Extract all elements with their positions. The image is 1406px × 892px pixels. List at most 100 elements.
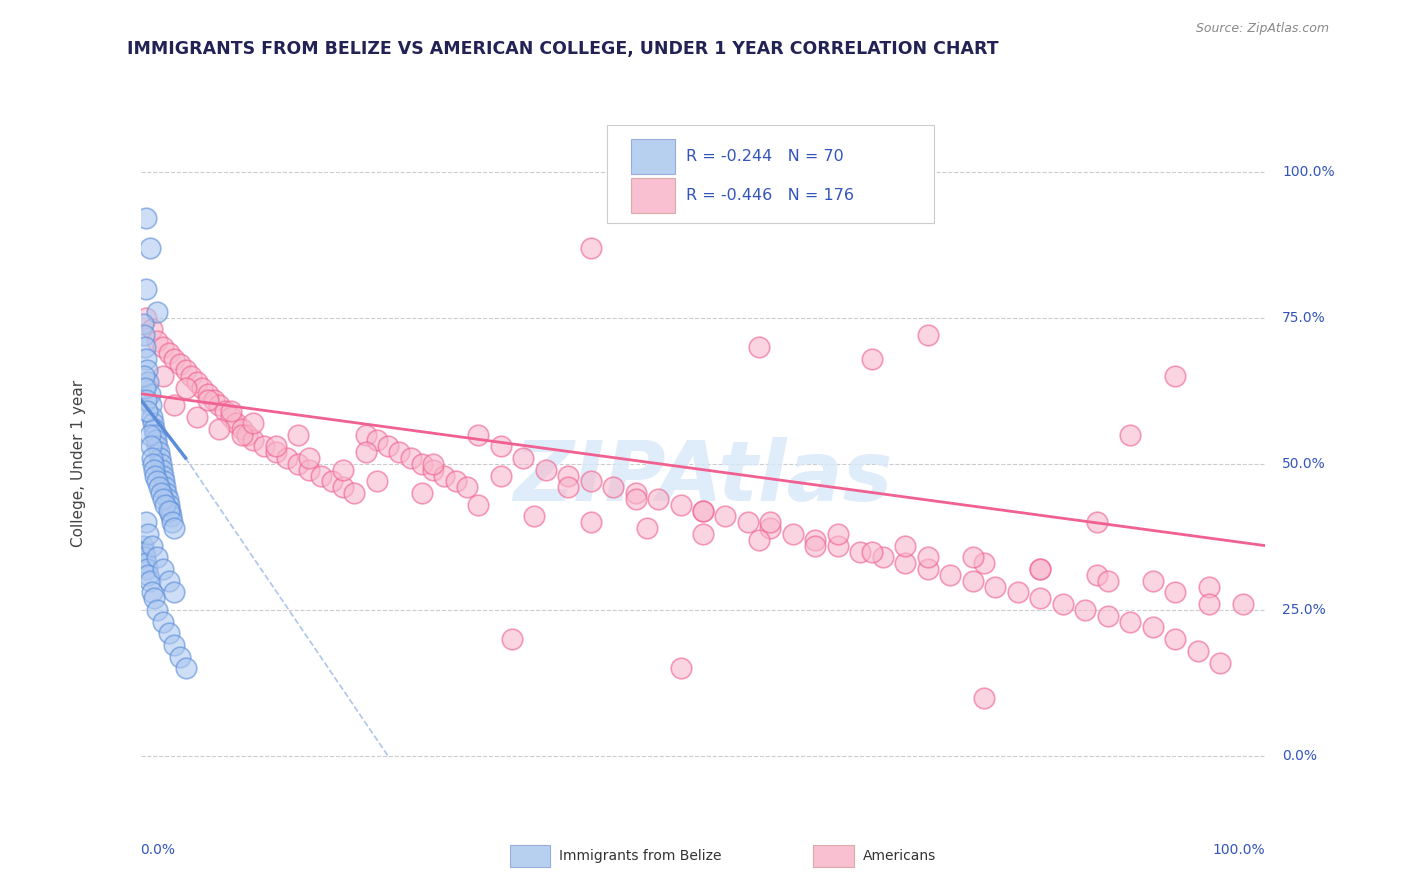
Point	[782, 527, 804, 541]
Point	[153, 475, 176, 489]
Point	[138, 574, 160, 588]
Point	[174, 363, 197, 377]
Point	[489, 468, 512, 483]
Point	[962, 574, 984, 588]
Point	[1007, 585, 1029, 599]
Point	[143, 427, 166, 442]
Point	[1232, 597, 1254, 611]
Text: Source: ZipAtlas.com: Source: ZipAtlas.com	[1195, 22, 1329, 36]
Point	[138, 567, 160, 582]
Point	[298, 450, 321, 465]
Point	[467, 498, 489, 512]
Point	[433, 468, 456, 483]
Point	[321, 475, 343, 489]
Point	[714, 509, 737, 524]
Point	[973, 690, 995, 705]
Point	[146, 305, 169, 319]
Point	[501, 632, 523, 647]
Point	[624, 486, 647, 500]
Point	[169, 649, 191, 664]
Point	[139, 439, 162, 453]
Point	[366, 475, 388, 489]
Point	[1198, 580, 1220, 594]
Point	[467, 427, 489, 442]
Point	[354, 427, 377, 442]
Point	[136, 363, 159, 377]
Point	[962, 550, 984, 565]
Point	[149, 450, 172, 465]
Point	[377, 439, 399, 453]
Point	[894, 556, 917, 570]
Text: ZIPAtlas: ZIPAtlas	[513, 437, 893, 518]
Point	[157, 498, 180, 512]
Point	[138, 386, 160, 401]
Point	[180, 369, 202, 384]
Point	[242, 434, 264, 448]
Point	[298, 463, 321, 477]
Point	[917, 328, 939, 343]
Point	[759, 516, 782, 530]
Point	[156, 491, 179, 506]
Point	[411, 457, 433, 471]
Point	[1097, 608, 1119, 623]
Point	[132, 317, 155, 331]
Point	[152, 615, 174, 629]
Point	[804, 533, 827, 547]
Point	[1142, 574, 1164, 588]
Point	[143, 591, 166, 606]
Point	[146, 334, 169, 348]
Text: 50.0%: 50.0%	[1282, 457, 1326, 471]
Point	[849, 544, 872, 558]
Point	[160, 516, 183, 530]
Text: 0.0%: 0.0%	[141, 844, 176, 857]
Text: 0.0%: 0.0%	[1282, 749, 1317, 763]
Point	[534, 463, 557, 477]
Text: 75.0%: 75.0%	[1282, 310, 1326, 325]
Point	[1187, 644, 1209, 658]
Point	[132, 369, 155, 384]
Point	[737, 516, 759, 530]
Point	[134, 381, 156, 395]
Point	[135, 281, 157, 295]
Point	[1085, 567, 1108, 582]
Point	[366, 434, 388, 448]
Point	[579, 516, 602, 530]
Point	[155, 480, 177, 494]
Point	[219, 404, 242, 418]
Point	[146, 475, 169, 489]
Point	[157, 346, 180, 360]
Point	[141, 410, 163, 425]
Point	[236, 427, 259, 442]
Point	[225, 416, 247, 430]
Point	[489, 439, 512, 453]
Point	[142, 457, 165, 471]
Point	[174, 381, 197, 395]
Point	[148, 445, 170, 459]
Point	[202, 392, 225, 407]
Point	[692, 527, 714, 541]
Point	[135, 392, 157, 407]
Point	[1119, 427, 1142, 442]
Point	[152, 369, 174, 384]
Point	[163, 585, 186, 599]
Point	[134, 340, 156, 354]
Point	[692, 503, 714, 517]
Text: College, Under 1 year: College, Under 1 year	[72, 380, 86, 548]
Point	[141, 450, 163, 465]
Point	[894, 539, 917, 553]
Point	[939, 567, 962, 582]
Point	[512, 450, 534, 465]
Text: 100.0%: 100.0%	[1282, 165, 1334, 178]
Point	[557, 480, 579, 494]
Point	[143, 468, 166, 483]
Point	[557, 468, 579, 483]
Text: 25.0%: 25.0%	[1282, 603, 1326, 617]
Point	[253, 439, 276, 453]
Point	[146, 439, 169, 453]
Point	[135, 351, 157, 366]
Point	[242, 416, 264, 430]
FancyBboxPatch shape	[631, 178, 675, 213]
Point	[157, 574, 180, 588]
Point	[191, 381, 214, 395]
Point	[1142, 620, 1164, 634]
